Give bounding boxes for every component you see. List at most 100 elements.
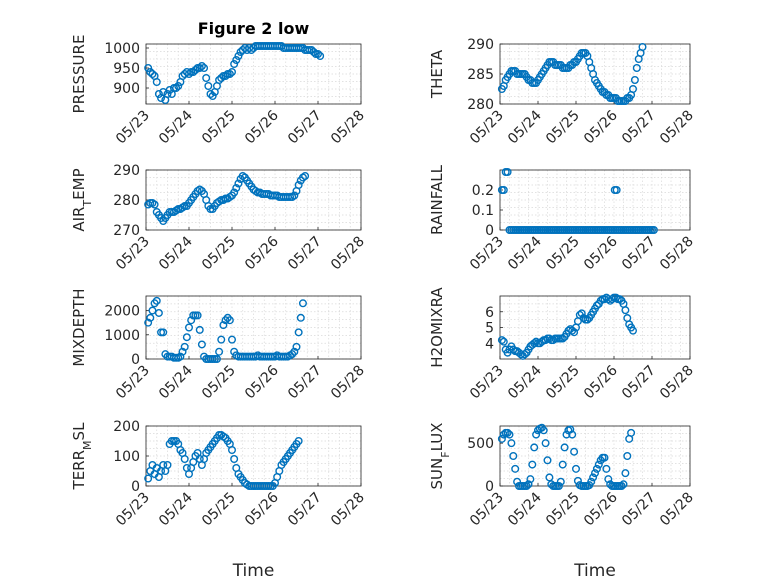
x-tick-label: 05/28 — [657, 490, 697, 530]
data-point — [621, 306, 630, 315]
data-point — [225, 316, 234, 325]
data-point — [558, 460, 567, 469]
data-point — [532, 337, 541, 346]
grid-lines — [499, 169, 691, 231]
y-tick-label: 1000 — [104, 328, 140, 344]
data-point — [572, 464, 581, 473]
x-tick-label: 05/27 — [619, 108, 659, 148]
data-point — [619, 480, 628, 489]
data-point — [208, 91, 217, 100]
data-point — [234, 52, 243, 61]
data-point — [638, 43, 647, 52]
x-tick-label: 05/26 — [581, 107, 621, 147]
grid-lines — [499, 425, 691, 487]
data-point — [539, 426, 548, 435]
data-point — [541, 336, 550, 345]
x-tick-label: 05/24 — [156, 233, 196, 273]
data-point — [649, 225, 658, 234]
y-tick-label: 280 — [113, 193, 140, 209]
data-point — [187, 316, 196, 325]
data-point — [316, 52, 325, 61]
data-point — [202, 73, 211, 82]
x-tick-label: 05/26 — [242, 233, 282, 273]
y-tick-label: 500 — [467, 436, 494, 452]
data-point — [200, 63, 209, 72]
data-point — [503, 428, 512, 437]
x-tick-label: 05/27 — [285, 234, 325, 274]
x-tick-label: 05/28 — [657, 234, 697, 274]
data-point — [150, 200, 159, 209]
data-point — [195, 63, 204, 72]
x-tick-label: 05/24 — [505, 107, 545, 147]
data-point — [197, 340, 206, 349]
x-tick-label: 05/25 — [199, 234, 239, 274]
data-point — [292, 342, 301, 351]
data-point — [163, 461, 172, 470]
data-point — [189, 67, 198, 76]
x-tick-label: 05/28 — [657, 108, 697, 148]
x-tick-label: 05/25 — [543, 108, 583, 148]
data-point — [545, 334, 554, 343]
data-point — [148, 306, 157, 315]
data-point — [562, 430, 571, 439]
data-point — [570, 328, 579, 337]
x-tick-label: 05/24 — [156, 107, 196, 147]
data-point — [290, 347, 299, 356]
x-tick-label: 05/25 — [543, 363, 583, 403]
data-point — [146, 313, 155, 322]
x-tick-label: 05/25 — [199, 363, 239, 403]
y-tick-label: 5 — [485, 321, 494, 337]
x-tick-label: 05/28 — [328, 234, 368, 274]
data-point — [630, 75, 639, 84]
data-point — [545, 473, 554, 482]
data-points — [497, 167, 658, 234]
data-point — [592, 464, 601, 473]
y-tick-label: 285 — [467, 67, 494, 83]
y-axis-label: THETA — [428, 49, 446, 99]
data-point — [623, 452, 632, 461]
data-point — [215, 347, 224, 356]
data-point — [191, 65, 200, 74]
data-point — [232, 183, 241, 192]
x-tick-label: 05/25 — [199, 490, 239, 530]
x-tick-label: 05/27 — [619, 490, 659, 530]
data-point — [150, 299, 159, 308]
data-points — [144, 431, 303, 491]
data-points — [497, 43, 647, 105]
data-point — [227, 446, 236, 455]
data-point — [298, 299, 307, 308]
data-point — [204, 81, 213, 90]
grid-lines — [145, 425, 362, 487]
data-point — [499, 337, 508, 346]
y-tick-label: 0 — [485, 223, 494, 239]
data-point — [159, 328, 168, 337]
data-points — [144, 171, 310, 225]
data-point — [503, 167, 512, 176]
data-point — [217, 73, 226, 82]
y-tick-label: 0.2 — [472, 183, 494, 199]
data-point — [215, 75, 224, 84]
x-tick-label: 05/26 — [242, 107, 282, 147]
data-point — [615, 295, 624, 304]
y-tick-label: 0 — [485, 479, 494, 495]
x-axis-label: Time — [232, 561, 275, 581]
data-point — [180, 342, 189, 351]
data-point — [219, 321, 228, 330]
x-tick-label: 05/23 — [467, 363, 507, 403]
data-point — [307, 46, 316, 55]
data-point — [497, 336, 506, 345]
data-point — [591, 469, 600, 478]
x-tick-label: 05/26 — [242, 489, 282, 529]
data-point — [543, 456, 552, 465]
data-point — [309, 48, 318, 57]
data-point — [154, 308, 163, 317]
data-point — [505, 430, 514, 439]
data-point — [592, 301, 601, 310]
y-tick-label: 0.1 — [472, 203, 494, 219]
x-tick-label: 05/28 — [328, 108, 368, 148]
data-point — [604, 475, 613, 484]
x-tick-label: 05/27 — [285, 108, 325, 148]
data-point — [247, 46, 256, 55]
